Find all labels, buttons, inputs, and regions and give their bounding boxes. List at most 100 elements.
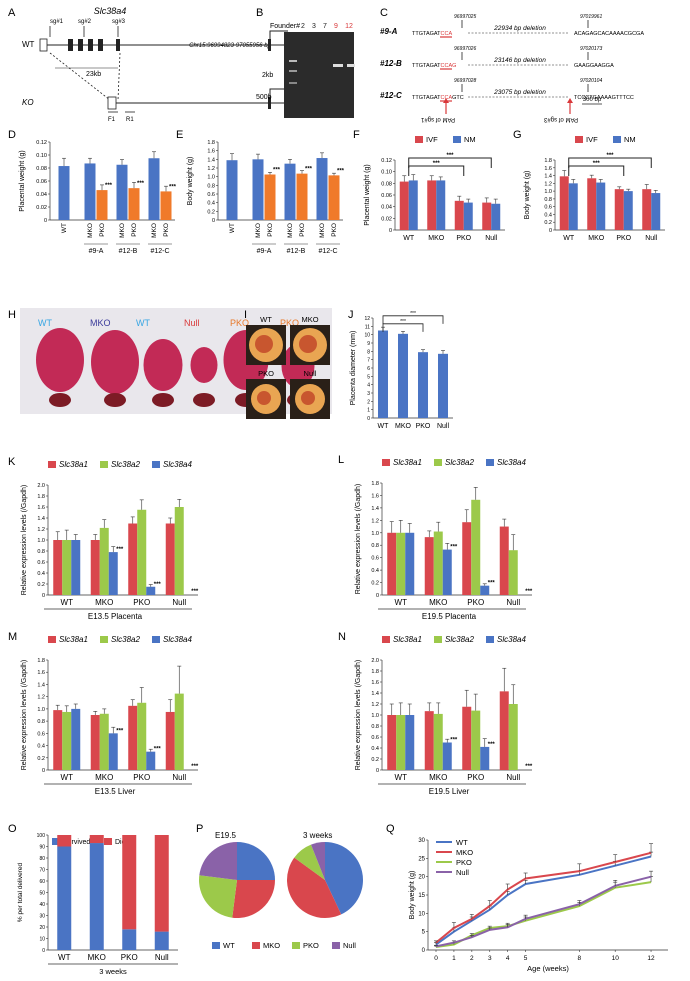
y-tick-label: 0 — [212, 218, 215, 224]
left-sequence: TTGTAGATCCAGTC — [412, 95, 464, 101]
y-tick-label: 0.4 — [544, 212, 552, 218]
legend-swatch — [212, 942, 220, 949]
y-tick-label: 0.6 — [207, 192, 215, 198]
legend-swatch — [48, 461, 56, 468]
y-tick-label: 0.2 — [37, 582, 45, 588]
placenta-label: PKO — [258, 369, 274, 378]
bar — [418, 352, 428, 418]
y-tick-label: 2.0 — [371, 658, 379, 664]
bar — [378, 330, 388, 418]
placenta-image — [193, 393, 215, 407]
bar — [264, 174, 276, 220]
legend-label: NM — [464, 135, 476, 144]
significance-label: *** — [525, 764, 533, 770]
bar — [84, 163, 96, 220]
bar — [424, 537, 434, 595]
allele-name: #12-B — [380, 59, 402, 68]
legend-swatch — [104, 838, 112, 845]
y-tick-label: 0.8 — [37, 719, 45, 725]
pie-slice — [199, 842, 237, 880]
x-tick-label: PKO — [616, 235, 631, 242]
significance-label: *** — [305, 167, 313, 173]
y-tick-label: 1.2 — [207, 166, 215, 172]
pie-slice — [311, 842, 325, 880]
panel-letter: J — [348, 309, 354, 321]
bar — [148, 158, 160, 220]
x-tick-label: WT — [378, 423, 390, 430]
y-tick-label: 1.2 — [371, 702, 379, 708]
panel-letter: Q — [386, 823, 395, 835]
legend-swatch — [332, 942, 340, 949]
significance-label: *** — [450, 738, 458, 744]
y-tick-label: 0.8 — [544, 197, 552, 203]
placenta-center — [301, 391, 315, 405]
panel-letter: P — [196, 823, 203, 835]
bar — [433, 713, 443, 770]
significance-label: *** — [488, 742, 496, 748]
x-tick-label: MKO — [428, 235, 445, 242]
placenta-label: Null — [304, 369, 317, 378]
bar — [174, 693, 184, 770]
y-tick-label: 6 — [367, 366, 370, 372]
y-tick-label: 0 — [389, 228, 392, 234]
bar — [405, 715, 415, 770]
significance-label: *** — [116, 547, 124, 553]
ko-exon-last — [268, 97, 271, 109]
y-tick-label: 10 — [418, 911, 425, 917]
left-sequence: TTGTAGATCCA — [412, 31, 452, 37]
bar — [160, 191, 172, 220]
x-tick-label: 10 — [612, 955, 620, 962]
y-tick-label: 9 — [367, 341, 370, 347]
y-tick-label: 1.2 — [371, 518, 379, 524]
bar — [480, 585, 490, 595]
y-tick-label: 0.06 — [36, 179, 47, 185]
legend-label: Slc38a2 — [445, 635, 474, 644]
bar — [116, 164, 128, 220]
panel-letter-a: A — [8, 7, 16, 19]
deletion-label: 22934 bp deletion — [493, 25, 546, 32]
pie-slice — [294, 844, 325, 880]
bar — [71, 540, 81, 595]
legend-swatch — [453, 136, 461, 143]
x-axis-label: Age (weeks) — [527, 964, 569, 973]
bar — [491, 203, 501, 230]
bar — [174, 507, 184, 595]
exon-3 — [78, 39, 83, 51]
x-tick-label: Null — [506, 598, 520, 607]
bar — [433, 531, 443, 595]
bar — [405, 532, 415, 595]
x-tick-label: MKO — [87, 223, 94, 238]
tss-arrow-ko — [269, 88, 288, 97]
bar — [71, 708, 81, 770]
pie-slice — [325, 842, 364, 915]
row-label-wt: WT — [22, 40, 35, 49]
panel-letter-h: H — [8, 309, 16, 321]
y-tick-label: 1.8 — [37, 494, 45, 500]
x-axis-label: 3 weeks — [99, 967, 127, 976]
y-axis-label: Placental weight (g) — [364, 164, 371, 225]
significance-label: *** — [593, 161, 601, 167]
y-tick-label: 0.2 — [371, 581, 379, 587]
bar — [408, 180, 418, 230]
bar — [398, 333, 408, 418]
y-axis-label: Body weight (g) — [409, 871, 416, 920]
y-tick-label: 0.2 — [371, 757, 379, 763]
legend-label: WT — [456, 838, 468, 847]
bar — [53, 710, 63, 770]
left-breakpoint: 96997025 — [454, 14, 476, 20]
y-tick-label: 0 — [376, 768, 379, 774]
bar-segment — [89, 835, 104, 844]
legend-swatch — [434, 636, 442, 643]
pup-label: WT — [136, 318, 150, 328]
y-tick-label: 0 — [422, 948, 426, 954]
bar — [499, 526, 509, 595]
deletion-line-right — [117, 52, 121, 101]
x-tick-label: WT — [58, 953, 71, 962]
legend-label: Slc38a1 — [59, 460, 88, 469]
significance-label: *** — [154, 747, 162, 753]
pie-title: 3 weeks — [303, 831, 332, 840]
x-tick-label: PKO — [299, 223, 306, 237]
sg3-label: sg#3 — [112, 19, 126, 25]
x-tick-label: MKO — [88, 953, 106, 962]
